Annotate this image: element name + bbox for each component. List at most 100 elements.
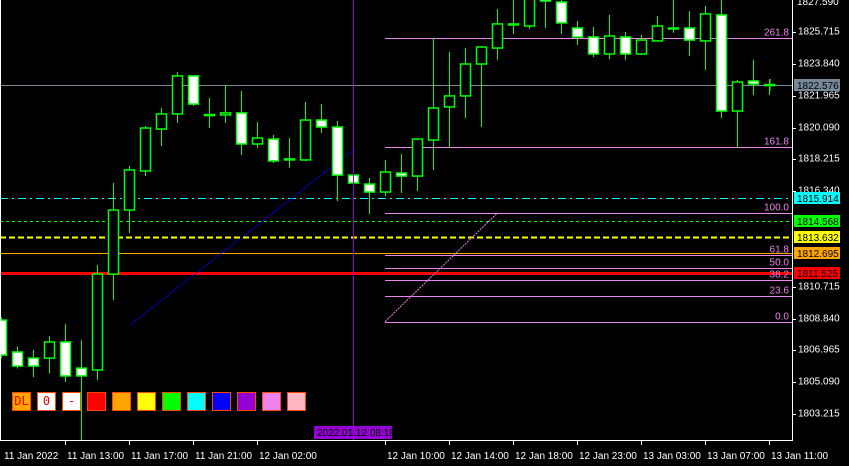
- price-tag-label: 1812.695: [797, 249, 839, 260]
- candle-body: [715, 14, 728, 112]
- price-tag-bg: [794, 192, 840, 204]
- color-swatch-button[interactable]: [87, 392, 106, 411]
- color-swatch-button[interactable]: [112, 392, 131, 411]
- color-swatch-button[interactable]: [287, 392, 306, 411]
- candle-body: [187, 75, 200, 105]
- price-tag-bg: [794, 247, 840, 259]
- candle: [75, 340, 88, 440]
- candle-body: [75, 367, 88, 377]
- color-swatch-button[interactable]: [187, 392, 206, 411]
- candle-body: [587, 36, 600, 55]
- candle: [539, 0, 552, 29]
- price-tag-label: 1814.568: [797, 217, 839, 228]
- candle: [91, 265, 104, 381]
- candle-body: [667, 27, 680, 30]
- candle-body: [491, 23, 504, 49]
- fib-base-line: [384, 213, 498, 322]
- candle-body: [395, 172, 408, 177]
- fib-level-label: 161.8: [764, 137, 789, 148]
- fib-level-label: 61.8: [770, 245, 790, 256]
- candle: [395, 154, 408, 194]
- candle: [59, 324, 72, 383]
- fib-level-label: 100.0: [764, 203, 789, 214]
- candle: [635, 34, 648, 56]
- candle-body: [619, 36, 632, 55]
- candle-body: [539, 0, 552, 2]
- time-tick-label: 12 Jan 10:00: [387, 451, 445, 462]
- candle: [491, 8, 504, 60]
- price-tick-label: 1827.590: [797, 0, 839, 8]
- price-tick-label: 1806.965: [798, 345, 840, 356]
- color-swatch-button[interactable]: [137, 392, 156, 411]
- candle-body: [11, 351, 24, 367]
- candle: [603, 14, 616, 60]
- toolbar-button-dl[interactable]: DL: [12, 392, 31, 411]
- fib-level-label: 261.8: [764, 28, 789, 39]
- candle-body: [27, 357, 40, 367]
- candle-body: [331, 126, 344, 176]
- toolbar-button-dash[interactable]: -: [62, 392, 81, 411]
- candle-body: [171, 75, 184, 115]
- fib-level-label: 23.6: [770, 286, 790, 297]
- candle-body: [427, 107, 440, 141]
- price-tick-label: 1803.215: [798, 409, 840, 420]
- candle: [171, 71, 184, 123]
- time-tick-label: 12 Jan 14:00: [451, 451, 509, 462]
- color-swatch-button[interactable]: [237, 392, 256, 411]
- candle-body: [155, 113, 168, 130]
- candle-body: [459, 63, 472, 97]
- candle: [219, 85, 232, 123]
- candle-body: [315, 119, 328, 128]
- price-tick-label: 1805.090: [798, 377, 840, 388]
- candle-body: [683, 27, 696, 41]
- candle-body: [699, 13, 712, 42]
- price-tick-label: 1816.340: [798, 186, 840, 197]
- candle: [11, 346, 24, 369]
- candle: [427, 38, 440, 170]
- time-tick-label: 13 Jan 11:00: [771, 451, 829, 462]
- candle-body: [107, 209, 120, 275]
- trend-line: [129, 149, 354, 326]
- candle: [507, 0, 520, 34]
- price-tag-bg: [794, 267, 840, 279]
- candle-body: [203, 113, 216, 117]
- color-swatch-button[interactable]: [162, 392, 181, 411]
- candle: [587, 26, 600, 58]
- candle-body: [635, 39, 648, 55]
- price-tag-label: 1815.914: [797, 194, 839, 205]
- candle-body: [379, 171, 392, 193]
- candle-body: [443, 95, 456, 108]
- candle: [251, 122, 264, 149]
- candle-body: [139, 127, 152, 172]
- price-tick-label: 1820.090: [798, 123, 840, 134]
- price-tick-label: 1810.715: [798, 282, 840, 293]
- candle: [523, 0, 536, 30]
- candle: [139, 125, 152, 177]
- candle-body: [299, 119, 312, 161]
- current-price-cross-icon: [764, 79, 776, 91]
- time-tick-label: 13 Jan 03:00: [643, 451, 701, 462]
- time-tick-label: 11 Jan 2022: [4, 451, 59, 462]
- price-tick-label: 1825.715: [798, 27, 840, 38]
- candle-body: [219, 112, 232, 116]
- fib-level-label: 0.0: [775, 312, 789, 323]
- candle: [299, 102, 312, 161]
- candle: [315, 104, 328, 133]
- price-tag-label: 1811.525: [797, 269, 838, 280]
- candle: [203, 97, 216, 129]
- color-swatch-button[interactable]: [262, 392, 281, 411]
- price-tag-bg: [794, 231, 840, 243]
- color-swatch-button[interactable]: [212, 392, 231, 411]
- price-tick-label: 1808.840: [798, 314, 840, 325]
- candle: [235, 91, 248, 156]
- price-tag-bg: [794, 79, 840, 91]
- candle-body: [651, 25, 664, 42]
- toolbar-button-0[interactable]: 0: [37, 392, 56, 411]
- time-tick-label: 11 Jan 17:00: [131, 451, 189, 462]
- candle-body: [251, 137, 264, 145]
- candle-body: [91, 273, 104, 371]
- candle: [667, 0, 680, 33]
- price-tick-label: 1823.840: [798, 59, 840, 70]
